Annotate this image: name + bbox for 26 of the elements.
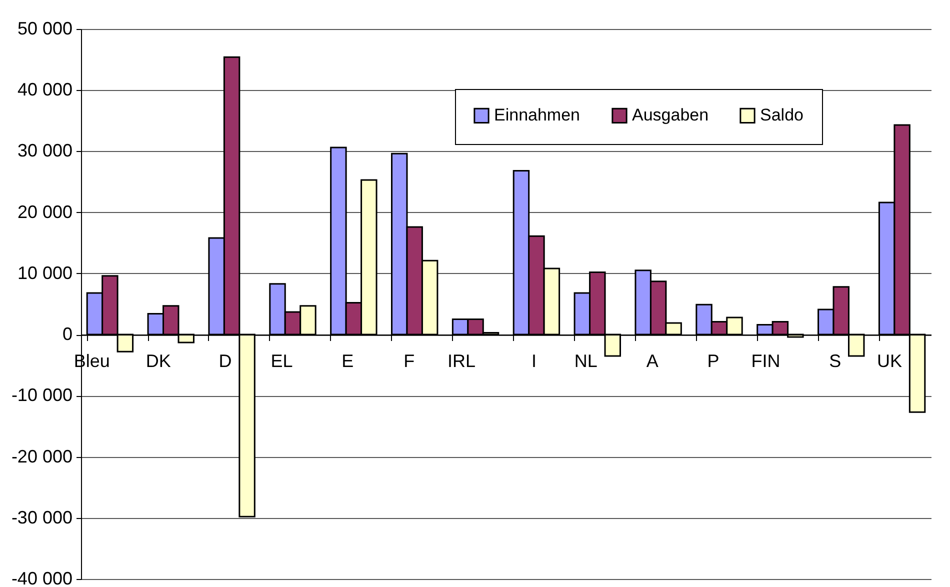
x-tick-label: DK	[146, 351, 171, 372]
y-tick-label: 10 000	[17, 262, 72, 283]
y-tick-label: -40 000	[11, 568, 72, 587]
legend-label: Einnahmen	[494, 106, 580, 125]
x-tick-label: P	[707, 351, 720, 372]
y-tick-label: -20 000	[11, 446, 72, 466]
legend-label: Ausgaben	[632, 106, 709, 125]
x-tick-label: I	[531, 351, 536, 372]
y-tick-label: -10 000	[11, 385, 72, 406]
y-tick-label: 20 000	[17, 202, 72, 222]
x-tick-label: UK	[877, 351, 902, 372]
x-tick-label: FIN	[751, 351, 780, 372]
x-tick-label: F	[404, 351, 415, 372]
y-tick-label: 0	[62, 324, 72, 344]
x-tick-label: S	[829, 351, 842, 372]
y-tick-label: 30 000	[17, 140, 72, 161]
y-tick-label: 40 000	[17, 80, 72, 100]
y-tick-label: -30 000	[11, 507, 72, 528]
x-tick-label: A	[646, 351, 658, 372]
y-tick-label: 50 000	[17, 18, 72, 38]
x-tick-label: NL	[574, 351, 598, 372]
legend-label: Saldo	[760, 106, 804, 125]
x-tick-label: E	[342, 351, 354, 372]
x-tick-label: IRL	[448, 351, 476, 372]
x-tick-label: D	[218, 351, 232, 372]
x-tick-label: EL	[270, 351, 293, 372]
